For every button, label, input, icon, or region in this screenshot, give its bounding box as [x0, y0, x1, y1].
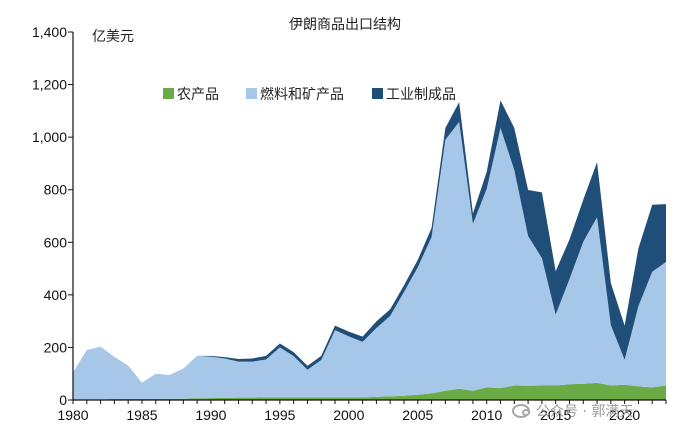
y-tick-label: 800 — [44, 182, 68, 198]
y-tick-label: 200 — [44, 339, 68, 355]
x-tick-label: 1980 — [57, 407, 88, 423]
y-tick-label: 600 — [44, 234, 68, 250]
area-series-3 — [73, 100, 666, 383]
area-series-2 — [73, 121, 666, 400]
x-tick-label: 2005 — [402, 407, 433, 423]
y-axis-unit: 亿美元 — [92, 29, 134, 45]
y-tick-label: 1,200 — [32, 77, 67, 93]
x-tick-label: 1990 — [195, 407, 226, 423]
x-tick-label: 1985 — [126, 407, 157, 423]
y-tick-label: 1,400 — [32, 24, 67, 40]
x-tick-label: 2010 — [471, 407, 502, 423]
x-tick-label: 2000 — [333, 407, 364, 423]
x-tick-labels: 1980 1985 1990 1995 2000 2005 2010 2015 2020 — [57, 400, 667, 423]
x-tick-label: 2015 — [540, 407, 571, 423]
area-layers — [73, 100, 666, 400]
legend-label-1: 农产品 — [177, 87, 219, 103]
legend-swatch-2 — [246, 88, 257, 99]
legend: 农产品 燃料和矿产品 工业制成品 — [163, 86, 456, 103]
x-tick-label: 2020 — [609, 407, 640, 423]
legend-label-2: 燃料和矿产品 — [260, 86, 344, 103]
legend-label-3: 工业制成品 — [386, 87, 456, 103]
y-tick-label: 1,000 — [32, 129, 67, 145]
legend-swatch-1 — [163, 88, 174, 99]
watermark: 公众号 · 郭满天 — [512, 401, 633, 421]
chart-title: 伊朗商品出口结构 — [289, 17, 401, 33]
y-tick-label: 400 — [44, 287, 68, 303]
y-tick-labels: 0 200 400 600 800 1,000 1,200 1,400 — [32, 24, 73, 408]
legend-swatch-3 — [372, 88, 383, 99]
wechat-icon — [512, 404, 530, 418]
watermark-text: 公众号 · 郭满天 — [536, 404, 634, 420]
x-tick-label: 1995 — [264, 407, 295, 423]
axes — [72, 32, 666, 401]
y-tick-label: 0 — [59, 392, 67, 408]
area-series-1 — [73, 382, 666, 400]
